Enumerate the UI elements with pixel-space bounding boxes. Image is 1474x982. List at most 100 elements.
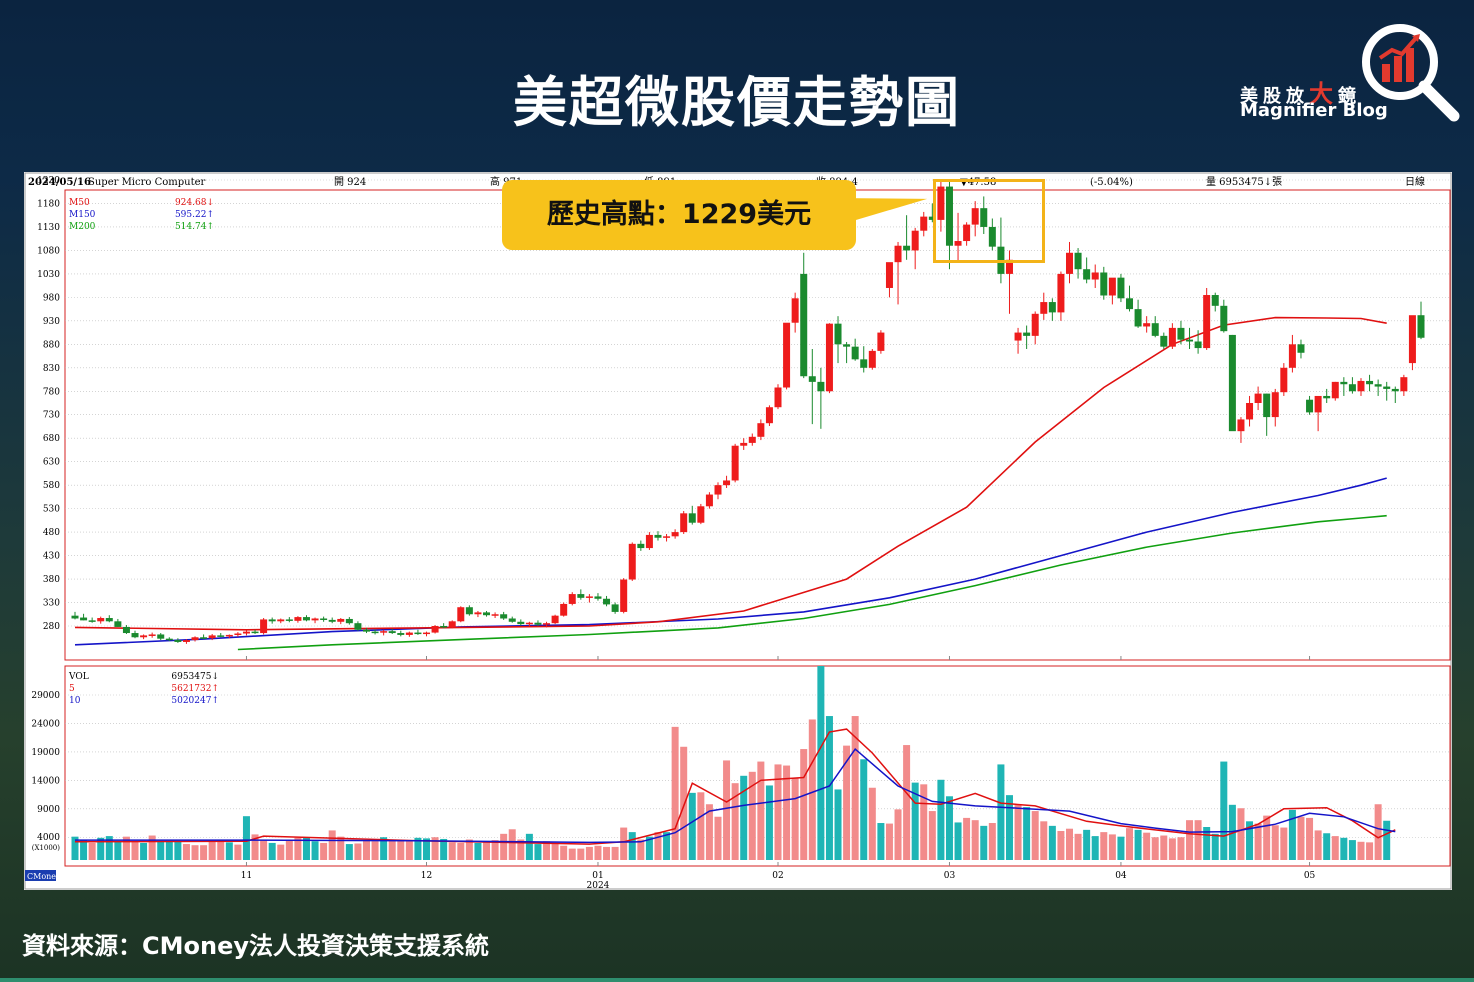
- candle-body: [1383, 386, 1391, 389]
- candle-body: [508, 618, 516, 622]
- price-tick-label: 1030: [37, 270, 60, 280]
- volume-bar: [560, 845, 568, 860]
- candle-body: [1400, 377, 1408, 392]
- all-time-high-callout: 歷史高點：1229美元: [502, 180, 929, 250]
- volume-bar: [971, 820, 979, 860]
- volume-bar: [88, 842, 96, 860]
- candle-body: [1271, 392, 1279, 418]
- x-year-label: 2024: [587, 881, 610, 890]
- volume-bar: [911, 782, 919, 860]
- volume-bar: [122, 836, 130, 860]
- volume-bar: [1288, 809, 1296, 860]
- price-tick-label: 480: [43, 528, 60, 538]
- price-legend-value: 514.74↑: [175, 222, 214, 232]
- price-legend-value: 595.22↑: [175, 210, 214, 220]
- candle-body: [525, 622, 533, 625]
- volume-bar: [731, 783, 739, 860]
- volume-bar: [105, 836, 113, 860]
- volume-bar: [817, 665, 825, 860]
- volume-bar: [114, 841, 122, 860]
- volume-legend-label: 5: [69, 684, 75, 694]
- candle-body: [980, 208, 988, 227]
- volume-bar: [1348, 840, 1356, 860]
- candle-body: [1366, 380, 1374, 385]
- volume-bar: [1117, 836, 1125, 860]
- candle-body: [80, 617, 88, 621]
- candle-body: [388, 631, 396, 634]
- candle-body: [1246, 403, 1254, 420]
- candle-body: [1065, 252, 1073, 274]
- volume-bar: [1143, 832, 1151, 860]
- candle-body: [414, 632, 422, 635]
- candle-body: [851, 346, 859, 360]
- candle-body: [457, 607, 465, 622]
- candle-body: [345, 618, 353, 624]
- volume-bar: [1031, 811, 1039, 860]
- candle-body: [611, 604, 619, 612]
- volume-bar: [165, 841, 173, 860]
- volume-bar: [362, 840, 370, 860]
- x-tick-label: 11: [241, 871, 252, 881]
- price-tick-label: 1080: [37, 246, 60, 256]
- candle-body: [423, 632, 431, 635]
- candle-body: [620, 579, 628, 612]
- m200-line: [237, 514, 1387, 651]
- volume-bar: [1374, 804, 1382, 860]
- price-tick-label: 430: [43, 552, 60, 562]
- candle-body: [1014, 332, 1022, 341]
- candle-body: [448, 621, 456, 628]
- volume-bar: [500, 833, 508, 860]
- volume-tick-label: 19000: [31, 748, 60, 758]
- candle-body: [1340, 381, 1348, 385]
- volume-bar: [251, 834, 259, 860]
- volume-bar: [345, 844, 353, 860]
- candle-body: [431, 626, 439, 633]
- volume-tick-label: 14000: [31, 776, 60, 786]
- candle-body: [1151, 323, 1159, 336]
- volume-bar: [517, 839, 525, 860]
- candle-body: [405, 632, 413, 635]
- volume-bar: [765, 785, 773, 860]
- volume-bar: [568, 848, 576, 860]
- candle-body: [122, 626, 130, 634]
- candle-body: [1254, 393, 1262, 403]
- volume-bar: [988, 823, 996, 860]
- candle-body: [1306, 399, 1314, 413]
- candle-body: [1220, 305, 1228, 332]
- candle-body: [105, 618, 113, 622]
- candle-body: [748, 436, 756, 443]
- volume-bar: [354, 843, 362, 860]
- x-tick-label: 01: [592, 871, 603, 881]
- volume-bar: [903, 745, 911, 860]
- candle-body: [354, 623, 362, 630]
- volume-bar: [1040, 821, 1048, 860]
- candle-body: [834, 323, 842, 345]
- candle-body: [1186, 339, 1194, 342]
- candle-body: [1323, 395, 1331, 399]
- volume-bar: [997, 764, 1005, 860]
- volume-bar: [431, 837, 439, 860]
- candle-body: [577, 594, 585, 598]
- volume-bar: [800, 749, 808, 860]
- candle-body: [774, 387, 782, 408]
- volume-bar: [963, 817, 971, 860]
- candle-body: [474, 612, 482, 615]
- candle-body: [705, 494, 713, 507]
- price-tick-label: 830: [43, 364, 60, 374]
- price-tick-label: 980: [43, 293, 60, 303]
- volume-bar: [217, 841, 225, 860]
- volume-bar: [551, 843, 559, 860]
- brand-name-cn: 美股放大鏡: [1240, 80, 1361, 108]
- volume-bar: [834, 789, 842, 860]
- brand-logo: 美股放大鏡 Magnifier Blog: [1238, 20, 1468, 130]
- price-legend-label: M50: [69, 198, 90, 208]
- candle-body: [877, 332, 885, 351]
- candle-body: [1288, 344, 1296, 368]
- candle-body: [1048, 302, 1056, 313]
- candle-body: [740, 442, 748, 446]
- candle-body: [277, 619, 285, 622]
- volume-bar: [311, 841, 319, 860]
- candle-body: [1100, 272, 1108, 296]
- candle-body: [731, 445, 739, 481]
- candle-body: [1314, 395, 1322, 413]
